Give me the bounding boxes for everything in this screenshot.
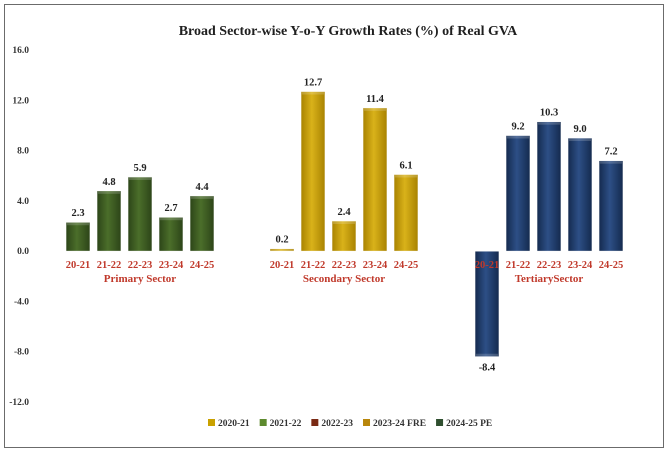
sector-label: TertiarySector [515,273,584,285]
bar-value-label: 11.4 [366,94,385,105]
bar-bevel [160,217,182,221]
legend-swatch [436,419,444,426]
bar-value-label: -8.4 [479,363,496,374]
bar-bevel [538,121,560,125]
legend-item: 2023-24 FRE [363,419,426,429]
category-label: 23-24 [159,260,184,271]
bar-value-label: 2.7 [164,203,177,214]
sector-group: 0.2 20-21 12.7 21-22 2.4 22-23 11.4 23-24 6.1 24-… [269,77,419,285]
sector-group: -8.4 20-21 9.2 21-22 10.3 22-23 9.0 23-24 7.2 24-… [474,108,624,374]
bar [362,107,388,252]
legend-swatch [311,419,319,426]
bar-bevel [302,91,324,95]
legend-label: 2020-21 [218,419,250,429]
bar-value-label: 4.8 [102,177,115,188]
category-label: 23-24 [568,260,593,271]
bar-value-label: 2.3 [71,208,84,219]
bar [393,174,419,252]
bar [65,221,91,252]
category-label: 21-22 [97,260,122,271]
bar [300,91,326,252]
y-tick-label: -12.0 [9,398,29,408]
bar-bevel [191,195,213,199]
category-label: 22-23 [537,260,562,271]
category-label: 22-23 [128,260,153,271]
bar-value-label: 9.0 [573,124,586,135]
category-label: 24-25 [394,260,419,271]
y-tick-label: 12.0 [12,96,29,106]
bar [474,250,500,358]
y-tick-label: -8.0 [14,348,29,358]
bar-bevel [129,176,151,180]
bar-bevel [364,107,386,111]
bar [189,195,215,252]
bar-value-label: 12.7 [304,77,322,88]
bar-bevel [507,135,529,139]
legend-item: 2020-21 [208,419,250,429]
bar-value-label: 0.2 [275,235,288,246]
sector-label: Secondary Sector [303,273,385,285]
bar-value-label: 7.2 [604,147,617,158]
legend-item: 2022-23 [311,419,353,429]
legend-swatch [363,419,371,426]
legend-item: 2021-22 [259,419,302,429]
bars: 2.3 20-21 4.8 21-22 5.9 22-23 2.7 23-24 4.4 24-25… [65,77,624,374]
bar [96,190,122,252]
category-label: 21-22 [301,260,326,271]
bar-bevel [569,138,591,141]
bar-bevel [271,248,293,252]
category-label: 20-21 [66,260,91,271]
category-label: 24-25 [190,260,215,271]
bar-bevel [333,220,355,224]
bar-bevel [67,222,89,226]
bar-bevel [395,174,417,178]
bar-value-label: 6.1 [399,160,412,171]
bar-value-label: 4.4 [195,182,209,193]
legend-label: 2024-25 PE [446,419,492,429]
bar [127,176,153,252]
legend-label: 2021-22 [270,419,302,429]
category-label: 21-22 [506,260,531,271]
category-label: 23-24 [363,260,388,271]
bar-bevel [476,353,498,357]
chart-title: Broad Sector-wise Y-o-Y Growth Rates (%)… [179,24,518,39]
bar [158,216,184,252]
bar-bevel [600,160,622,164]
y-tick-label: -4.0 [14,297,29,307]
category-label: 20-21 [270,260,295,271]
y-tick-label: 0.0 [17,247,29,257]
category-label: 22-23 [332,260,357,271]
legend-label: 2023-24 FRE [373,419,426,429]
bar [598,160,624,252]
bar [331,220,357,252]
y-tick-label: 16.0 [12,46,29,56]
category-label: 20-21 [475,260,500,271]
y-tick-label: 4.0 [17,197,29,207]
bar [269,248,295,252]
legend-swatch [259,419,267,426]
legend-item: 2024-25 PE [436,419,492,429]
bar [536,121,562,252]
bar-value-label: 10.3 [540,108,558,119]
bar-value-label: 9.2 [511,121,524,132]
legend-swatch [208,419,215,426]
legend-label: 2022-23 [321,419,353,429]
bar [505,135,531,252]
sector-group: 2.3 20-21 4.8 21-22 5.9 22-23 2.7 23-24 4.4 24-25… [65,163,215,285]
y-axis: 16.0 12.0 8.0 4.0 0.0 -4.0 -8.0 -12.0 [9,46,29,408]
category-label: 24-25 [599,260,624,271]
bar-bevel [98,190,120,194]
bar-value-label: 5.9 [133,163,146,174]
bar-value-label: 2.4 [337,207,351,218]
legend: 2020-21 2021-22 2022-23 2023-24 FRE 2024-25 … [208,419,492,429]
bar [567,137,593,252]
sector-label: Primary Sector [104,273,176,285]
y-tick-label: 8.0 [17,147,29,157]
